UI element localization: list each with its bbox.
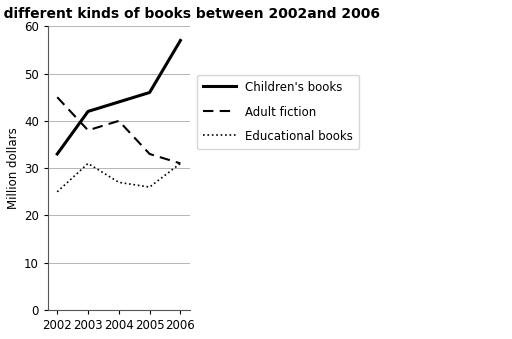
Y-axis label: Million dollars: Million dollars xyxy=(7,127,20,209)
Title: The sales of three different kinds of books between 2002​and 2006: The sales of three different kinds of bo… xyxy=(0,7,380,21)
Legend: Children's books, Adult fiction, Educational books: Children's books, Adult fiction, Educati… xyxy=(197,75,359,149)
